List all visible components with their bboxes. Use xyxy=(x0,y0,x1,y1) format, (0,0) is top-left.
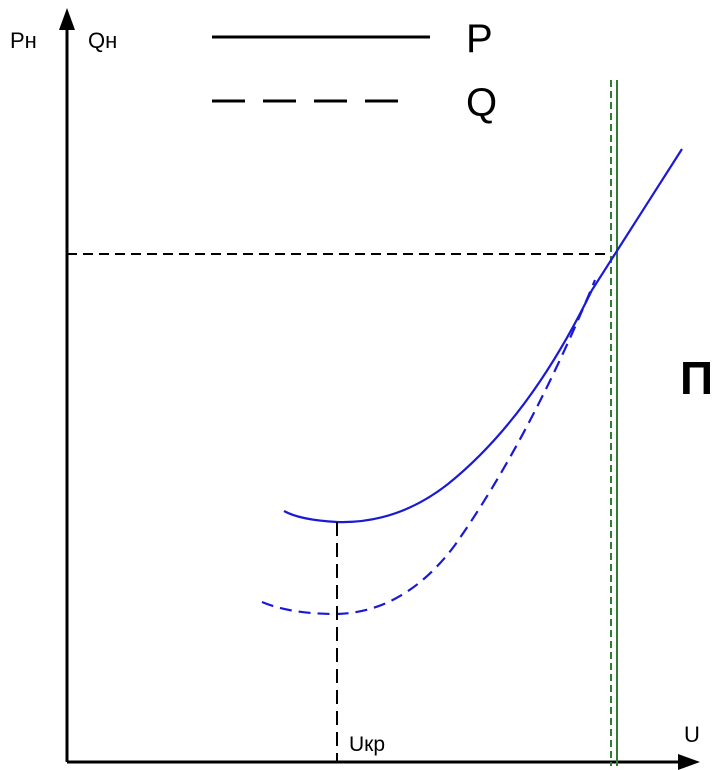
x-axis-arrowhead xyxy=(678,754,700,770)
q-curve xyxy=(261,279,597,616)
y-axis-label-p: Pн xyxy=(10,28,37,53)
region-label: П xyxy=(680,352,713,404)
x-axis-label: U xyxy=(684,722,700,747)
p-curve xyxy=(283,148,683,524)
legend-label-q: Q xyxy=(466,81,497,125)
y-axis-label-q: Qн xyxy=(88,28,117,53)
legend-label-p: P xyxy=(466,17,493,61)
critical-voltage-label: Uкр xyxy=(349,733,385,756)
y-axis-arrowhead xyxy=(59,8,75,30)
